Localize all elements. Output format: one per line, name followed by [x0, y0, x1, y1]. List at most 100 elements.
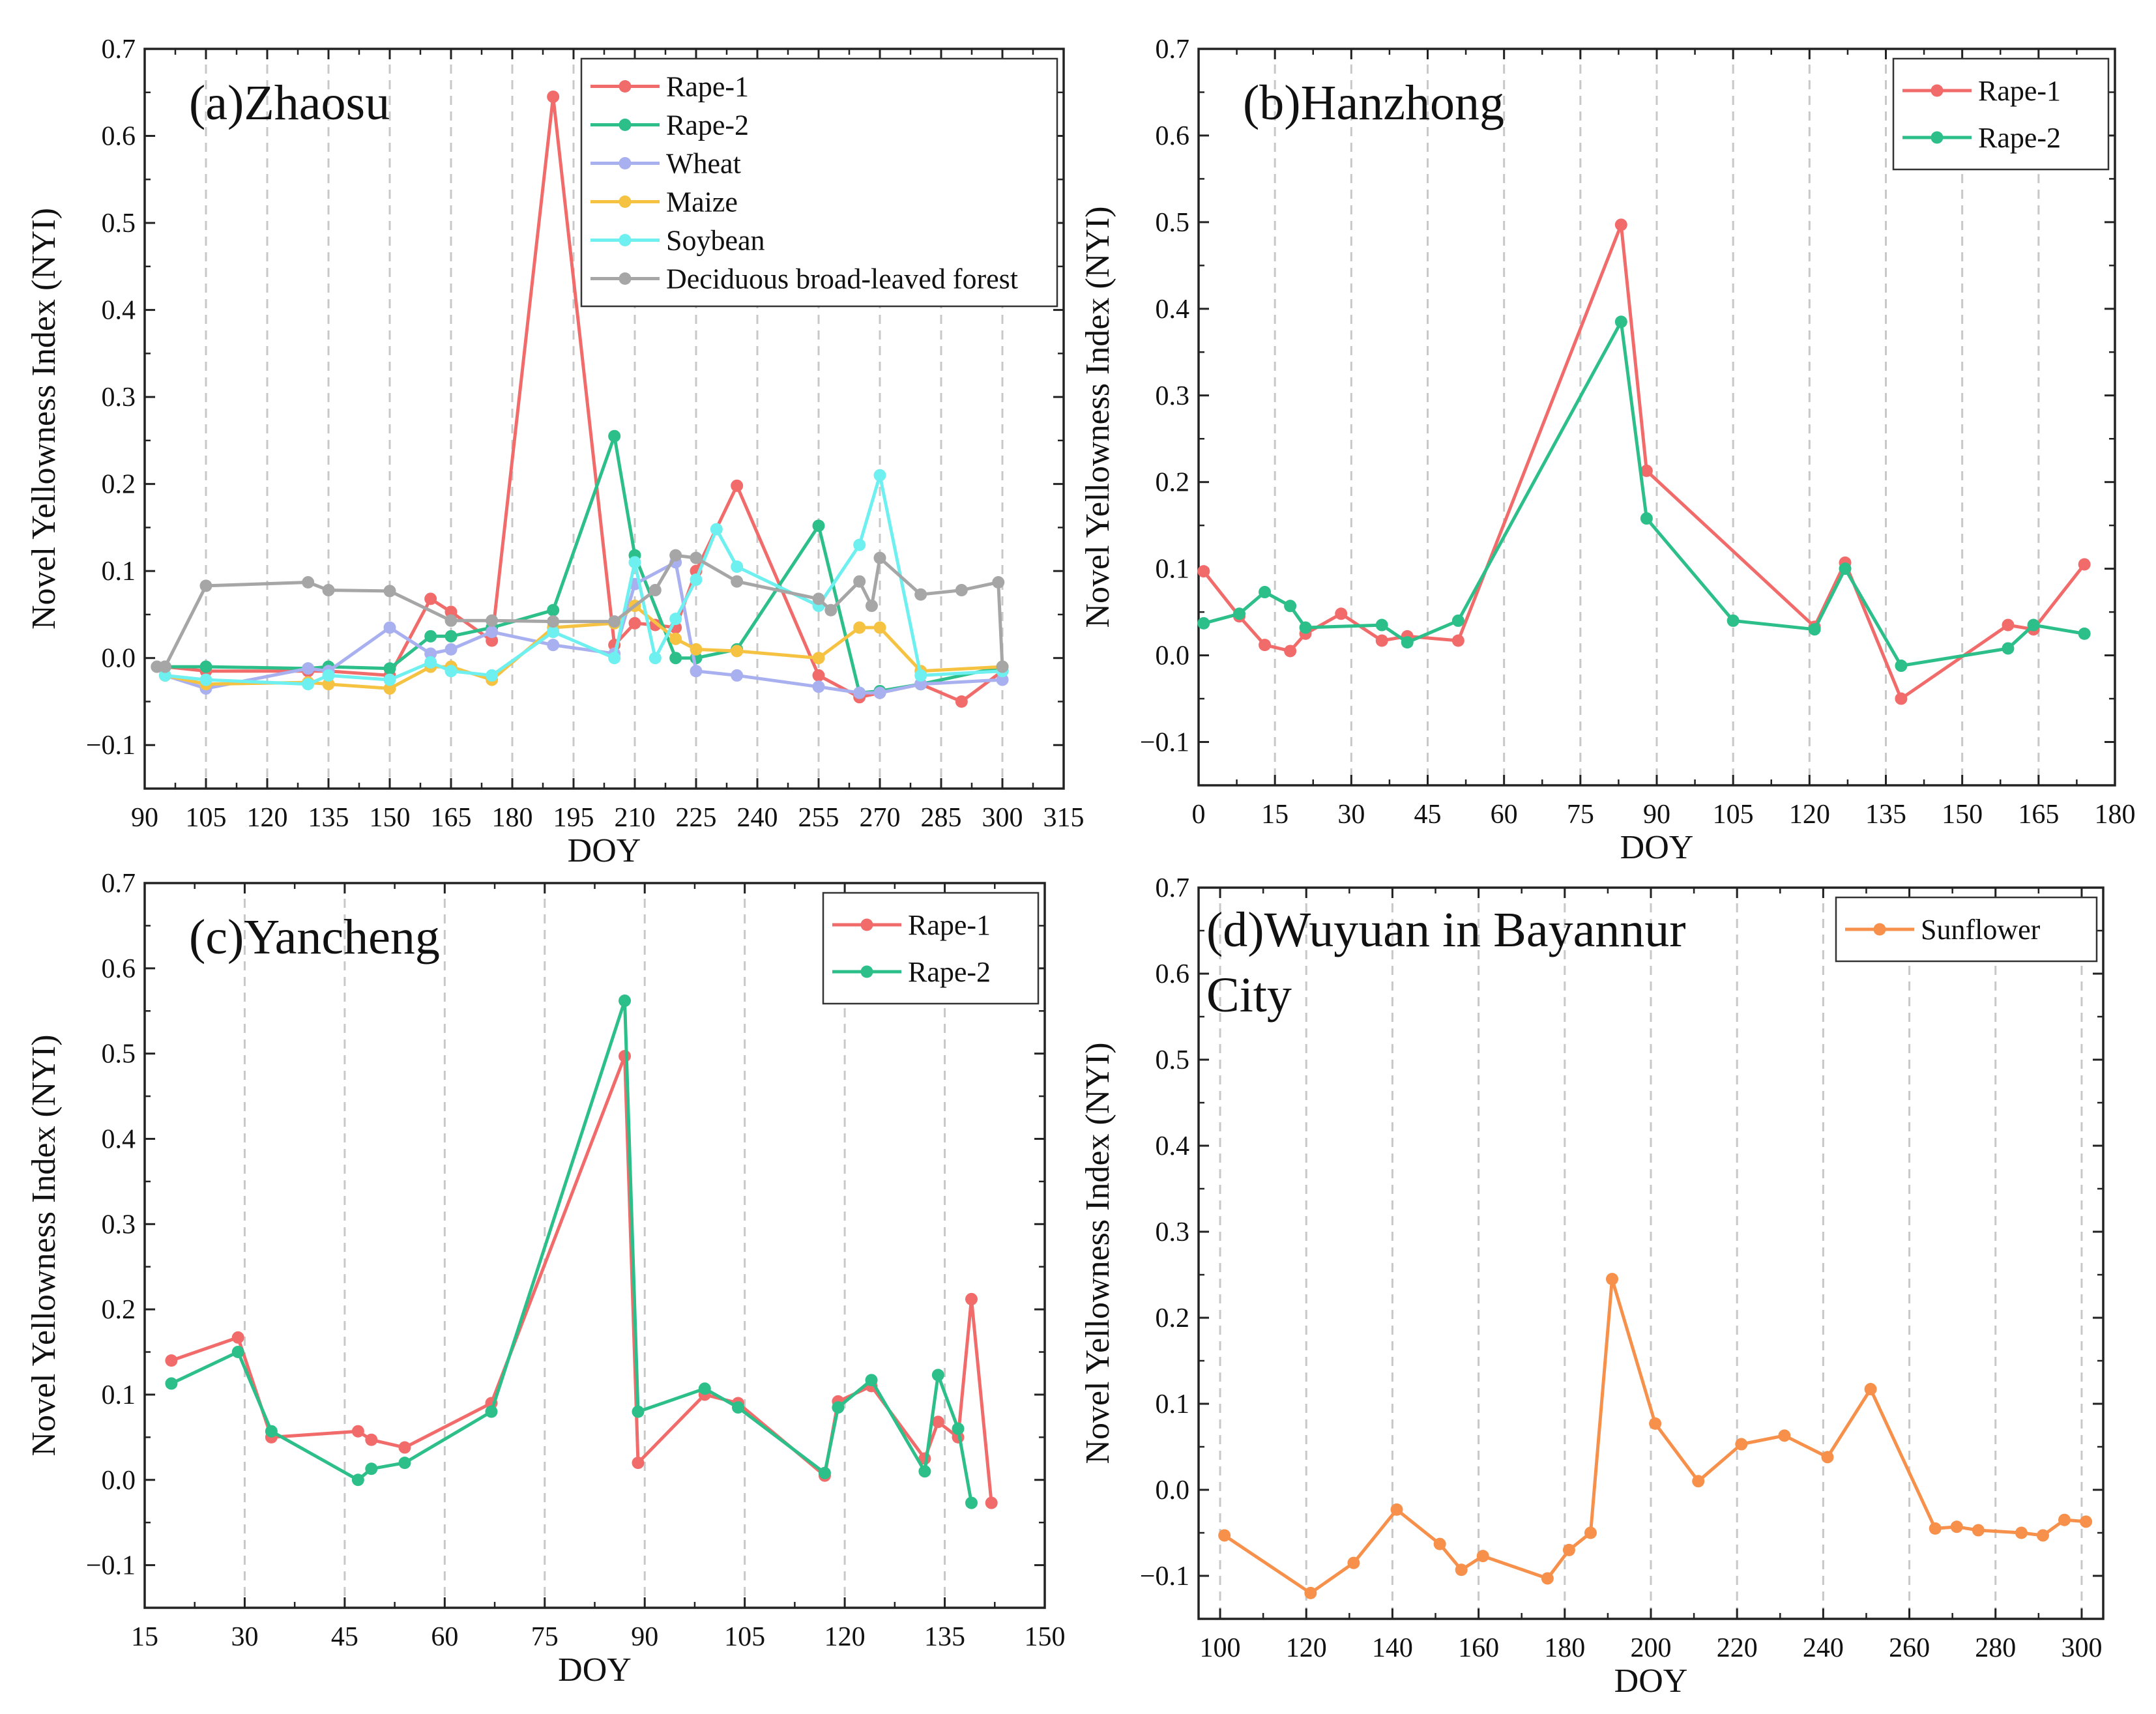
- legend: Rape-1 Rape-2 Wheat Maize Soybean Deciduous b…: [580, 57, 1058, 308]
- y-tick-label: 0.6: [102, 954, 136, 984]
- data-point: [853, 686, 866, 699]
- y-tick-label: 0.7: [102, 869, 136, 899]
- series-deciduous-broad-leaved-forest: [151, 549, 1009, 673]
- data-point: [486, 626, 499, 639]
- x-tick-label: 280: [1975, 1633, 2016, 1663]
- data-point: [965, 1496, 978, 1509]
- data-point: [669, 652, 682, 665]
- data-point: [199, 660, 212, 673]
- data-point: [2080, 1515, 2093, 1528]
- data-point: [1390, 1503, 1403, 1516]
- data-point: [669, 632, 682, 645]
- data-point: [608, 615, 621, 628]
- x-tick-label: 315: [1043, 803, 1085, 833]
- data-point: [1614, 218, 1627, 231]
- data-point: [731, 575, 744, 588]
- x-tick-label: 75: [531, 1622, 559, 1652]
- data-point: [648, 652, 662, 665]
- data-point: [690, 665, 703, 678]
- x-tick-label: 300: [982, 803, 1023, 833]
- data-point: [383, 621, 396, 634]
- data-point: [608, 652, 621, 665]
- data-point: [2078, 558, 2091, 571]
- data-point: [1232, 607, 1246, 620]
- y-tick-label: 0.1: [1156, 555, 1190, 585]
- data-point: [873, 686, 886, 699]
- data-point: [731, 645, 744, 658]
- y-tick-label: 0.4: [102, 1124, 136, 1154]
- data-point: [158, 669, 171, 682]
- x-tick-label: 220: [1717, 1633, 1758, 1663]
- data-point: [812, 592, 825, 605]
- data-point: [1821, 1451, 1834, 1464]
- series-sunflower: [1218, 1273, 2093, 1599]
- data-point: [2002, 642, 2015, 655]
- data-point: [992, 576, 1005, 589]
- legend-swatch-marker: [860, 965, 873, 978]
- x-tick-label: 140: [1372, 1633, 1413, 1663]
- data-point: [444, 605, 458, 618]
- y-axis-title: Novel Yellowness Index (NYI): [1079, 206, 1116, 628]
- x-tick-label: 15: [131, 1622, 158, 1652]
- y-tick-label: 0.4: [1156, 295, 1190, 325]
- data-point: [608, 429, 621, 443]
- x-tick-label: 120: [1286, 1633, 1327, 1663]
- data-point: [865, 1374, 878, 1387]
- x-tick-label: 180: [2095, 800, 2136, 830]
- legend-swatch-marker: [619, 119, 632, 131]
- y-tick-label: 0.0: [102, 1466, 136, 1496]
- data-point: [1401, 636, 1414, 649]
- data-point: [199, 673, 212, 686]
- data-point: [669, 549, 682, 562]
- data-point: [1284, 645, 1297, 658]
- x-tick-label: 100: [1200, 1633, 1241, 1663]
- y-tick-label: 0.1: [102, 1380, 136, 1410]
- x-tick-label: 75: [1567, 800, 1594, 830]
- data-point: [486, 634, 499, 647]
- y-tick-label: −0.1: [1140, 1561, 1189, 1591]
- data-point: [383, 673, 396, 686]
- data-point: [351, 1425, 364, 1438]
- data-point: [1895, 692, 1908, 705]
- data-point: [1284, 600, 1297, 613]
- x-tick-label: 180: [492, 803, 533, 833]
- x-tick-label: 225: [676, 803, 717, 833]
- legend-entry: Rape-2: [908, 956, 991, 988]
- data-point: [1304, 1586, 1317, 1599]
- data-point: [158, 660, 171, 673]
- data-point: [1640, 464, 1653, 477]
- legend-swatch-marker: [1873, 923, 1886, 936]
- data-point: [302, 662, 315, 675]
- data-point: [1218, 1529, 1231, 1542]
- legend-box: [822, 892, 1040, 1005]
- x-tick-label: 135: [308, 803, 349, 833]
- data-point: [985, 1496, 998, 1509]
- data-point: [1726, 614, 1740, 627]
- data-point: [424, 656, 437, 669]
- data-point: [398, 1457, 411, 1470]
- y-tick-label: 0.6: [102, 122, 136, 152]
- data-point: [818, 1466, 831, 1479]
- data-point: [632, 1457, 645, 1470]
- panel-label: (c)Yancheng: [189, 910, 440, 965]
- data-point: [812, 680, 825, 693]
- data-point: [1649, 1417, 1662, 1430]
- y-axis-title: Novel Yellowness Index (NYI): [25, 208, 63, 630]
- data-point: [619, 995, 632, 1008]
- legend-swatch-marker: [619, 196, 632, 208]
- panel-d-wuyuan: 100 120 140 160 180 200 220 240 260 280 300 −0.1 0.0…: [1079, 873, 2105, 1700]
- data-point: [853, 538, 866, 551]
- data-point: [731, 560, 744, 573]
- legend-entry: Rape-2: [1978, 122, 2061, 154]
- data-point: [914, 678, 927, 691]
- data-point: [1614, 315, 1627, 328]
- x-tick-label: 160: [1458, 1633, 1499, 1663]
- data-point: [812, 652, 825, 665]
- data-point: [2036, 1529, 2049, 1542]
- data-point: [1895, 660, 1908, 673]
- legend-box: [580, 57, 1058, 308]
- data-point: [231, 1346, 244, 1359]
- x-axis-title: DOY: [1614, 1663, 1688, 1700]
- x-tick-label: 120: [247, 803, 288, 833]
- x-tick-label: 240: [1803, 1633, 1844, 1663]
